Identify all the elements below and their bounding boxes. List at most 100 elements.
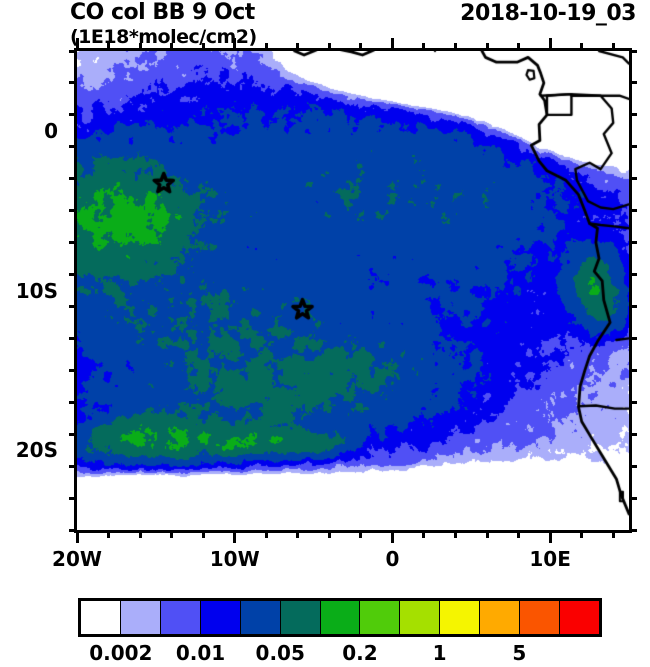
x-tick — [580, 530, 584, 538]
y-tick-right — [629, 464, 637, 468]
y-tick-right — [629, 336, 637, 340]
colorbar-cell-9 — [440, 601, 481, 634]
y-tick — [69, 145, 77, 149]
x-tick — [170, 530, 174, 538]
x-tick — [390, 530, 394, 543]
y-tick-right — [629, 304, 637, 308]
y-tick-right — [629, 496, 637, 500]
y-tick-right — [629, 432, 637, 436]
y-tick — [69, 49, 77, 53]
colorbar-tick-label: 5 — [512, 641, 527, 665]
x-tick — [233, 530, 237, 543]
x-tick — [138, 530, 142, 538]
y-tick-right — [629, 177, 637, 181]
x-axis-label: 10W — [209, 547, 260, 571]
y-tick-right — [629, 241, 637, 245]
x-tick-top — [201, 43, 205, 51]
y-tick-right — [629, 528, 637, 532]
x-tick — [422, 530, 426, 538]
colorbar-cell-2 — [160, 601, 201, 634]
x-tick-top — [485, 43, 489, 51]
y-tick-right — [629, 368, 637, 372]
x-axis-label: 20W — [52, 547, 102, 571]
x-tick-top — [327, 43, 331, 51]
y-tick — [69, 209, 77, 213]
x-tick — [548, 530, 552, 543]
x-tick-top — [296, 43, 300, 51]
y-tick-right — [629, 209, 637, 213]
colorbar-tick-label: 0.002 — [89, 641, 153, 665]
x-tick-top — [390, 38, 394, 51]
colorbar-tick-label: 0.05 — [255, 641, 305, 665]
colorbar-cell-4 — [240, 601, 281, 634]
x-tick-top — [170, 43, 174, 51]
y-tick — [69, 177, 77, 181]
colorbar-cell-12 — [560, 601, 599, 634]
y-tick-right — [629, 113, 637, 117]
x-tick — [517, 530, 521, 538]
x-tick — [264, 530, 268, 538]
y-tick — [69, 81, 77, 85]
y-tick — [69, 304, 77, 308]
map-plot-area — [74, 48, 632, 533]
colorbar — [78, 598, 602, 637]
y-tick — [69, 336, 77, 340]
x-tick-top — [359, 43, 363, 51]
y-tick — [69, 496, 77, 500]
colorbar-cell-10 — [480, 601, 521, 634]
colorbar-cell-5 — [280, 601, 321, 634]
y-tick-right — [629, 145, 637, 149]
x-tick — [454, 530, 457, 538]
colorbar-cell-11 — [520, 601, 561, 634]
y-tick — [69, 273, 77, 277]
x-tick — [359, 530, 363, 538]
x-tick-top — [75, 38, 79, 51]
y-tick — [69, 432, 77, 436]
x-tick — [201, 530, 205, 538]
x-tick — [296, 530, 300, 538]
y-tick — [69, 464, 77, 468]
y-axis-label: 0 — [44, 118, 58, 143]
x-tick — [75, 530, 79, 543]
y-tick — [69, 400, 77, 404]
colorbar-cell-1 — [120, 601, 161, 634]
units-label: (1E18*molec/cm2) — [70, 26, 257, 48]
y-tick-right — [629, 81, 637, 85]
x-tick-top — [548, 38, 552, 51]
x-tick-top — [107, 43, 111, 51]
y-axis-label: 20S — [15, 438, 58, 463]
x-axis-label: 0 — [385, 547, 400, 571]
colorbar-tick-label: 0.2 — [342, 641, 378, 665]
x-tick-top — [264, 43, 268, 51]
y-tick — [69, 368, 77, 372]
x-axis-label: 10E — [529, 547, 571, 571]
co-column-heatmap — [77, 51, 629, 530]
page-title: CO col BB 9 Oct — [70, 0, 255, 25]
y-tick-right — [629, 400, 637, 404]
timestamp-label: 2018-10-19_03 — [460, 1, 636, 26]
colorbar-cell-8 — [400, 601, 441, 634]
y-tick-right — [629, 273, 637, 277]
y-tick — [69, 528, 77, 532]
x-tick — [107, 530, 111, 538]
x-tick — [611, 530, 615, 538]
x-tick-top — [422, 43, 426, 51]
y-tick — [69, 241, 77, 245]
x-tick-top — [138, 43, 142, 51]
y-tick — [69, 113, 77, 117]
y-tick-right — [629, 49, 637, 53]
colorbar-cell-3 — [200, 601, 241, 634]
colorbar-cell-6 — [320, 601, 361, 634]
x-tick-top — [454, 43, 457, 51]
colorbar-tick-label: 0.01 — [175, 641, 226, 665]
x-tick-top — [517, 43, 521, 51]
colorbar-cell-0 — [81, 601, 121, 634]
x-tick-top — [580, 43, 584, 51]
x-tick — [327, 530, 331, 538]
colorbar-cell-7 — [360, 601, 401, 634]
colorbar-tick-label: 1 — [432, 641, 447, 665]
x-tick-top — [611, 43, 615, 51]
x-tick-top — [233, 38, 237, 51]
y-axis-label: 10S — [15, 278, 58, 303]
